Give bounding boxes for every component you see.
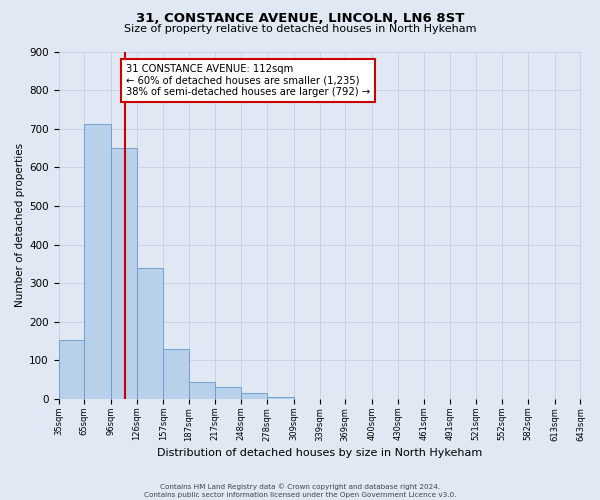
X-axis label: Distribution of detached houses by size in North Hykeham: Distribution of detached houses by size … bbox=[157, 448, 482, 458]
Text: 31, CONSTANCE AVENUE, LINCOLN, LN6 8ST: 31, CONSTANCE AVENUE, LINCOLN, LN6 8ST bbox=[136, 12, 464, 26]
Text: 31 CONSTANCE AVENUE: 112sqm
← 60% of detached houses are smaller (1,235)
38% of : 31 CONSTANCE AVENUE: 112sqm ← 60% of det… bbox=[127, 64, 370, 97]
Bar bbox=[215, 386, 241, 399]
Text: Contains HM Land Registry data © Crown copyright and database right 2024.
Contai: Contains HM Land Registry data © Crown c… bbox=[144, 484, 456, 498]
Bar bbox=[267, 397, 294, 399]
Bar bbox=[163, 349, 189, 399]
Bar bbox=[189, 382, 215, 399]
Y-axis label: Number of detached properties: Number of detached properties bbox=[15, 143, 25, 308]
Bar bbox=[84, 124, 111, 399]
Bar bbox=[59, 340, 84, 399]
Bar bbox=[137, 268, 163, 399]
Bar bbox=[241, 393, 267, 399]
Text: Size of property relative to detached houses in North Hykeham: Size of property relative to detached ho… bbox=[124, 24, 476, 34]
Bar bbox=[111, 148, 137, 399]
